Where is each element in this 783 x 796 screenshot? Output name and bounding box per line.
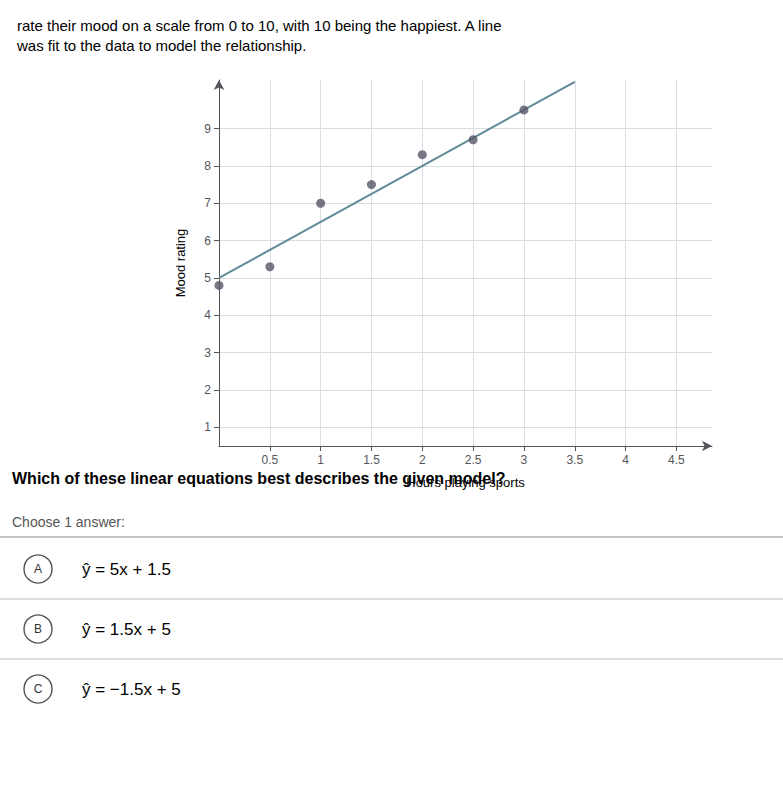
- svg-text:3: 3: [204, 346, 211, 360]
- svg-text:B: B: [34, 622, 42, 636]
- svg-text:7: 7: [204, 196, 211, 210]
- svg-text:4: 4: [622, 453, 629, 467]
- svg-text:ŷ = −1.5x + 5: ŷ = −1.5x + 5: [82, 680, 181, 699]
- svg-text:2.5: 2.5: [465, 453, 482, 467]
- svg-text:1: 1: [317, 453, 324, 467]
- svg-text:9: 9: [204, 122, 211, 136]
- svg-text:Mood rating: Mood rating: [173, 229, 188, 298]
- svg-text:4: 4: [204, 308, 211, 322]
- svg-text:1.5: 1.5: [363, 453, 380, 467]
- svg-text:A: A: [34, 562, 42, 576]
- svg-text:3: 3: [521, 453, 528, 467]
- svg-text:was fit to the data to model t: was fit to the data to model the relatio…: [16, 37, 306, 54]
- svg-text:2: 2: [419, 453, 426, 467]
- svg-text:Choose 1 answer:: Choose 1 answer:: [12, 514, 125, 530]
- svg-text:1: 1: [204, 420, 211, 434]
- svg-text:rate their mood on a scale fro: rate their mood on a scale from 0 to 10,…: [17, 17, 501, 34]
- svg-text:Hours playing sports: Hours playing sports: [406, 475, 525, 490]
- svg-text:4.5: 4.5: [668, 453, 685, 467]
- svg-text:Which of these linear equation: Which of these linear equations best des…: [12, 469, 506, 487]
- svg-text:2: 2: [204, 383, 211, 397]
- svg-text:ŷ = 1.5x + 5: ŷ = 1.5x + 5: [82, 620, 171, 639]
- svg-text:0.5: 0.5: [261, 453, 278, 467]
- svg-text:C: C: [34, 682, 43, 696]
- svg-text:ŷ = 5x + 1.5: ŷ = 5x + 1.5: [82, 560, 171, 579]
- svg-text:3.5: 3.5: [566, 453, 583, 467]
- svg-text:6: 6: [204, 234, 211, 248]
- svg-text:5: 5: [204, 271, 211, 285]
- svg-text:8: 8: [204, 159, 211, 173]
